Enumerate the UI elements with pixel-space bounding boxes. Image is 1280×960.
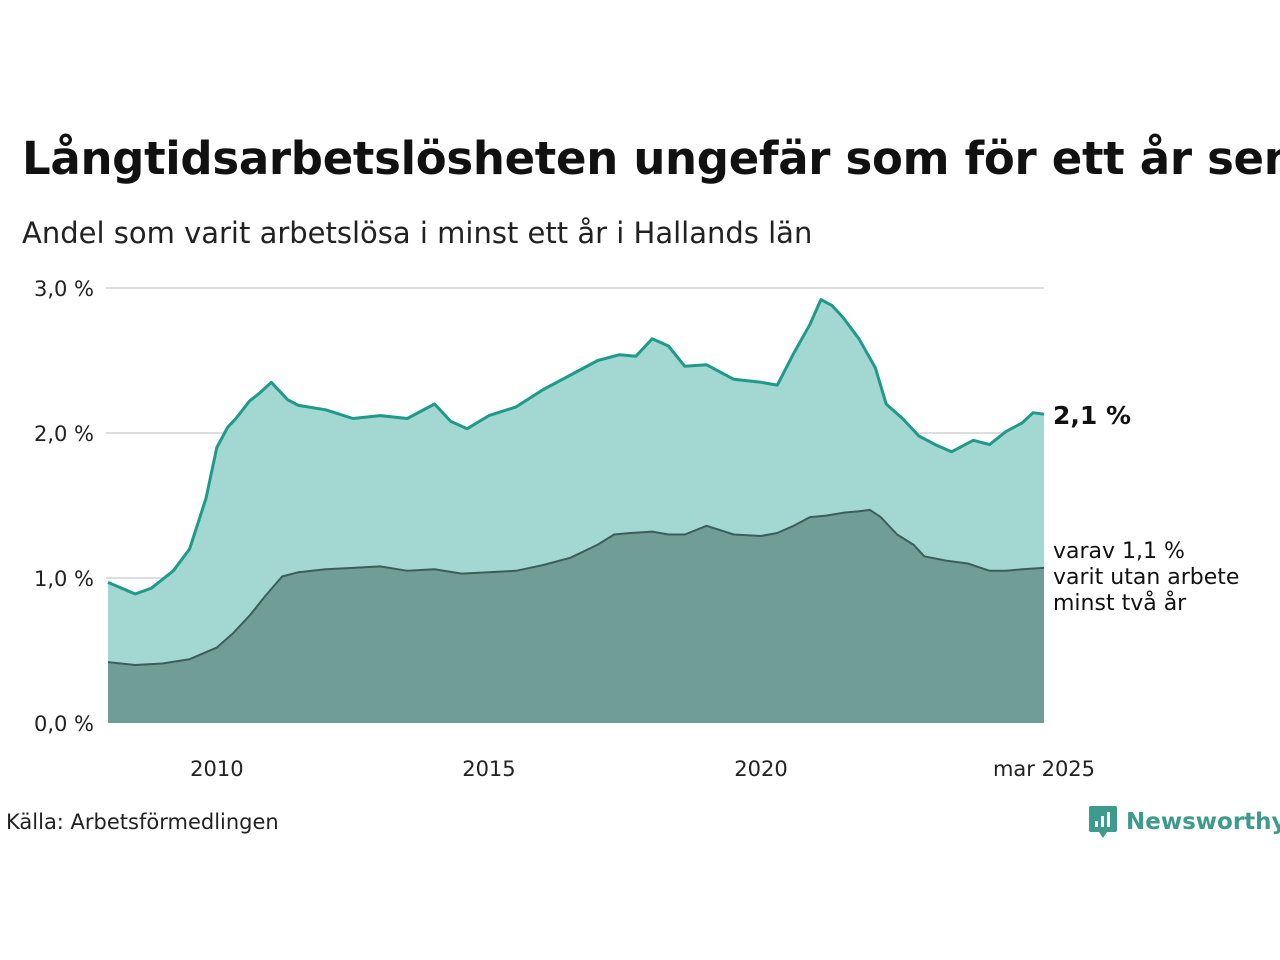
x-tick-label: 2010 [190,757,243,781]
y-axis: 0,0 % 1,0 % 2,0 % 3,0 % [34,277,94,736]
y-tick-label: 2,0 % [34,422,94,446]
y-tick-label: 3,0 % [34,277,94,301]
x-tick-label: mar 2025 [993,757,1095,781]
chart-title: Långtidsarbetslösheten ungefär som för e… [22,132,1280,185]
source-note: Källa: Arbetsförmedlingen [6,810,279,834]
chart-areas [107,298,1045,723]
x-axis: 2010 2015 2020 mar 2025 [190,757,1095,781]
series-total-line [107,298,1045,596]
newsworthy-logo-icon [1089,806,1117,838]
total-value-label: 2,1 % [1053,401,1131,430]
chart-subtitle: Andel som varit arbetslösa i minst ett å… [22,216,813,250]
long-value-label-line: varit utan arbete [1053,565,1239,590]
x-tick-label: 2020 [734,757,787,781]
y-tick-label: 1,0 % [34,567,94,591]
newsworthy-logo-text: Newsworthy [1126,809,1280,835]
x-tick-label: 2015 [462,757,515,781]
long-value-label-line: minst två år [1053,590,1187,616]
series-long-area [108,509,1044,723]
series-long-line [107,508,1045,666]
y-tick-label: 0,0 % [34,712,94,736]
newsworthy-logo: Newsworthy [1088,804,1280,840]
long-value-label-line: varav 1,1 % [1053,539,1185,564]
